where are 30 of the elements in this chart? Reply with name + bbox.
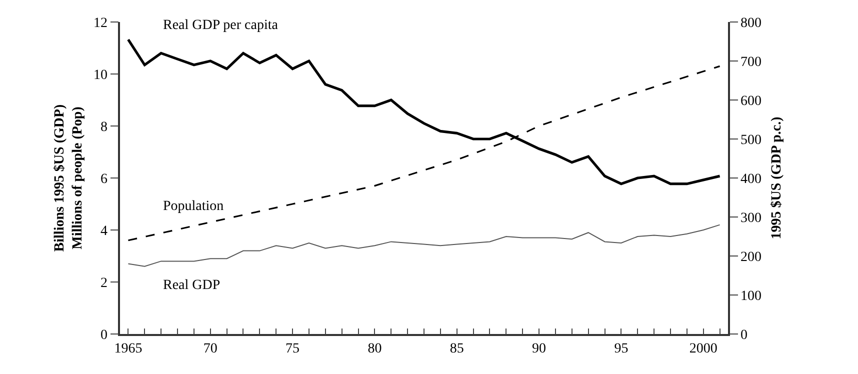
y-axis-title: Billions 1995 $US (GDP) Millions of people (Pop) [52, 104, 86, 252]
y2-axis-title: 1995 $US (GDP p.c.) [769, 116, 784, 240]
x-tick-label: 80 [368, 342, 382, 357]
x-tick-label: 75 [286, 342, 300, 357]
y2-tick-label: 400 [740, 172, 762, 187]
y2-tick-label: 600 [740, 94, 762, 109]
y-tick-label: 8 [100, 120, 108, 135]
x-tick-label: 85 [450, 342, 464, 357]
y2-tick-label: 0 [740, 328, 748, 343]
series-label: Real GDP [163, 278, 220, 293]
series-label: Real GDP per capita [163, 18, 279, 33]
series-label: Population [163, 199, 224, 214]
line-series [128, 224, 720, 267]
y-tick-label: 10 [93, 68, 108, 83]
y2-tick-label: 500 [740, 132, 762, 148]
y-tick-label: 12 [93, 16, 108, 31]
x-tick-label: 95 [614, 342, 628, 357]
y2-tick-label: 700 [740, 54, 762, 70]
y2-tick-label: 200 [740, 250, 762, 265]
y-tick-label: 4 [100, 224, 108, 239]
y2-tick-label: 100 [740, 288, 762, 304]
x-tick-label: 90 [532, 342, 546, 357]
y2-tick-label: 800 [740, 16, 762, 31]
y-tick-label: 0 [100, 328, 108, 343]
y-tick-label: 2 [100, 276, 108, 291]
y2-tick-label: 300 [740, 210, 762, 226]
y-tick-label: 6 [100, 172, 108, 187]
x-tick-label: 1965 [114, 342, 142, 357]
x-tick-label: 2000 [689, 342, 718, 357]
x-tick-label: 70 [203, 342, 218, 357]
